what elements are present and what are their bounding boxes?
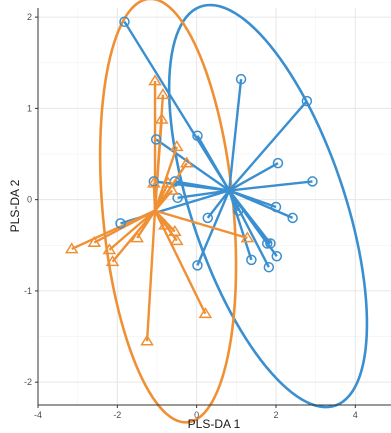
confidence-ellipse (98, 0, 238, 424)
sample-point-triangle (179, 156, 194, 168)
sample-point-triangle (154, 112, 169, 124)
centroid-spoke (111, 209, 156, 263)
sample-point-circle (235, 73, 247, 85)
centroid-spoke (177, 189, 230, 200)
y-tick-label: 2 (27, 12, 32, 22)
sample-point-triangle (168, 224, 182, 236)
sample-point-circle (272, 157, 284, 169)
y-tick-label: -1 (24, 286, 32, 296)
major-gridlines (37, 8, 391, 405)
y-tick-label: -2 (24, 377, 32, 387)
centroid-spoke (153, 146, 178, 211)
centroid-spoke (196, 135, 231, 192)
centroid-spoke (174, 180, 230, 192)
centroid-spoke (153, 210, 207, 315)
x-tick-label: 2 (273, 410, 278, 420)
centroid-spoke (153, 182, 170, 212)
centroid-spoke (206, 189, 231, 219)
axes (35, 8, 391, 408)
centroid-spoke (155, 138, 230, 192)
sample-point-triangle (156, 88, 170, 100)
sample-point-triangle (64, 242, 79, 254)
sample-point-triangle (161, 176, 175, 188)
centroid-spoke (227, 79, 243, 191)
sample-point-circle (202, 212, 214, 224)
sample-point-circle (246, 254, 257, 266)
sample-point-circle (262, 238, 273, 249)
sample-point-circle (233, 205, 244, 216)
sample-point-triangle (147, 176, 161, 188)
x-tick-label: 0 (194, 410, 199, 420)
y-axis-title: PLS-DA 2 (8, 179, 22, 232)
sample-point-circle (192, 260, 203, 271)
sample-point-circle (150, 134, 162, 145)
x-tick-label: -2 (113, 410, 121, 420)
sample-point-circle (271, 250, 283, 262)
sample-point-triangle (130, 231, 144, 243)
centroid-spoke (228, 189, 278, 257)
plot-panel (38, 8, 391, 405)
centroid-spoke (153, 119, 163, 211)
confidence-ellipse (167, 3, 369, 409)
sample-point-triangle (165, 183, 179, 195)
sample-point-circle (192, 130, 203, 142)
sample-point-circle (119, 16, 130, 27)
sample-point-circle (115, 218, 126, 229)
sample-point-circle (287, 212, 298, 224)
sample-point-circle (301, 95, 313, 107)
sample-point-triangle (240, 231, 255, 243)
centroid-spoke (228, 190, 253, 261)
sample-point-circle (265, 238, 276, 249)
x-tick-label: -4 (34, 410, 42, 420)
centroid-spoke (229, 180, 313, 192)
centroid-spoke (108, 209, 156, 251)
x-axis-title: PLS-DA 1 (188, 417, 241, 431)
centroid-spoke (228, 189, 294, 220)
centroid-spoke (145, 210, 157, 342)
sample-point-triangle (102, 243, 117, 255)
y-tick-label: 1 (27, 103, 32, 113)
sample-point-triangle (170, 140, 184, 152)
sample-point-triangle (87, 235, 102, 247)
centroid-spoke (228, 189, 270, 268)
y-tick-label: 0 (27, 195, 32, 205)
x-tick-label: 4 (353, 410, 358, 420)
sample-points (64, 16, 318, 346)
sample-point-triangle (148, 74, 162, 86)
centroid-spoke (228, 162, 279, 192)
sample-point-triangle (198, 307, 213, 319)
group-ellipses (98, 0, 369, 424)
sample-point-circle (270, 201, 282, 213)
sample-point-circle (263, 261, 275, 273)
sample-point-triangle (140, 334, 154, 346)
centroid-spoke (152, 183, 157, 211)
centroid-spokes (71, 21, 313, 342)
centroid-spoke (228, 100, 308, 192)
centroid-spoke (71, 209, 156, 251)
sample-point-triangle (158, 218, 172, 230)
tick-labels: -4 -2 0 2 4 -2 -1 0 1 2 (24, 12, 358, 420)
sample-point-triangle (170, 234, 184, 246)
sample-point-circle (307, 176, 318, 187)
sample-point-triangle (105, 255, 120, 267)
centroid-spoke (154, 209, 248, 240)
